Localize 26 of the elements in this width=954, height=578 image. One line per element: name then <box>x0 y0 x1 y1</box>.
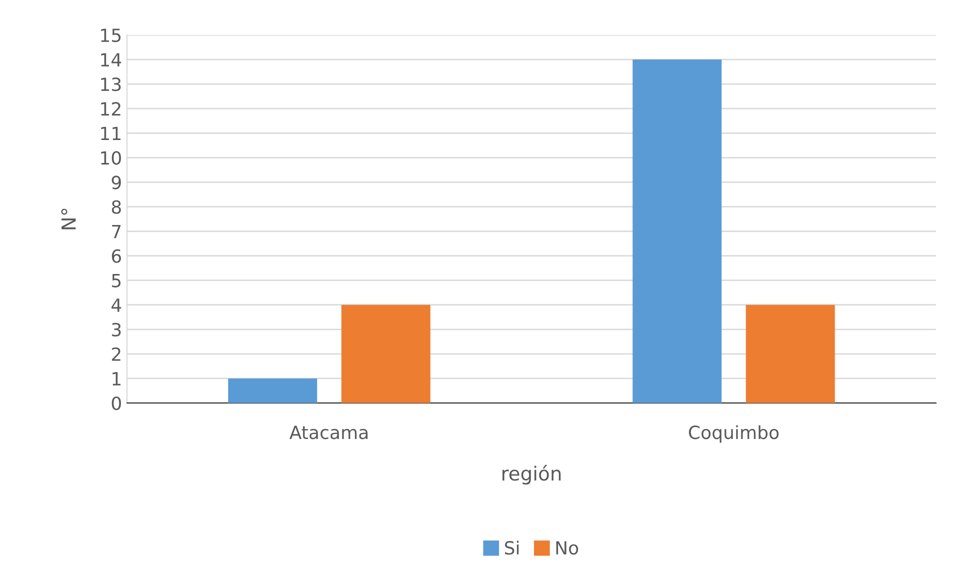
y-tick-label: 10 <box>101 151 121 165</box>
y-tick-label: 14 <box>101 53 122 66</box>
bar <box>632 60 722 403</box>
y-tick-label: 8 <box>112 200 121 214</box>
legend-label: No <box>556 541 578 555</box>
bar <box>341 304 430 403</box>
y-tick-label: 0 <box>112 396 121 410</box>
x-tick-label: Coquimbo <box>688 425 779 443</box>
bar <box>746 304 835 403</box>
x-axis-title: región <box>502 464 561 485</box>
y-tick-label: 1 <box>112 372 120 386</box>
y-tick-label: 5 <box>112 274 121 288</box>
y-tick-label: 3 <box>112 322 121 337</box>
y-tick-label: 12 <box>101 102 120 116</box>
y-tick-label: 2 <box>112 347 120 361</box>
x-tick-label: Atacama <box>289 426 368 440</box>
y-tick-label: 7 <box>112 224 121 238</box>
legend-label: Si <box>504 540 519 555</box>
y-tick-label: 9 <box>112 176 121 190</box>
y-axis-title: N° <box>61 208 76 230</box>
y-tick-label: 4 <box>112 298 122 312</box>
y-tick-label: 6 <box>112 249 121 263</box>
bar <box>228 378 318 403</box>
y-tick-label: 15 <box>101 28 121 42</box>
y-tick-label: 13 <box>101 78 121 92</box>
y-tick-label: 11 <box>101 126 120 140</box>
